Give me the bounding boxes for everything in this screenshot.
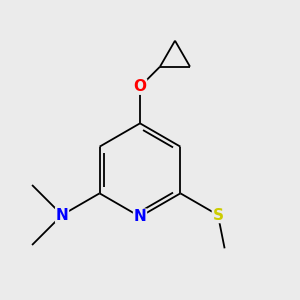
Text: S: S	[212, 208, 224, 223]
Text: N: N	[56, 208, 68, 223]
Text: N: N	[134, 209, 146, 224]
Text: O: O	[134, 79, 146, 94]
